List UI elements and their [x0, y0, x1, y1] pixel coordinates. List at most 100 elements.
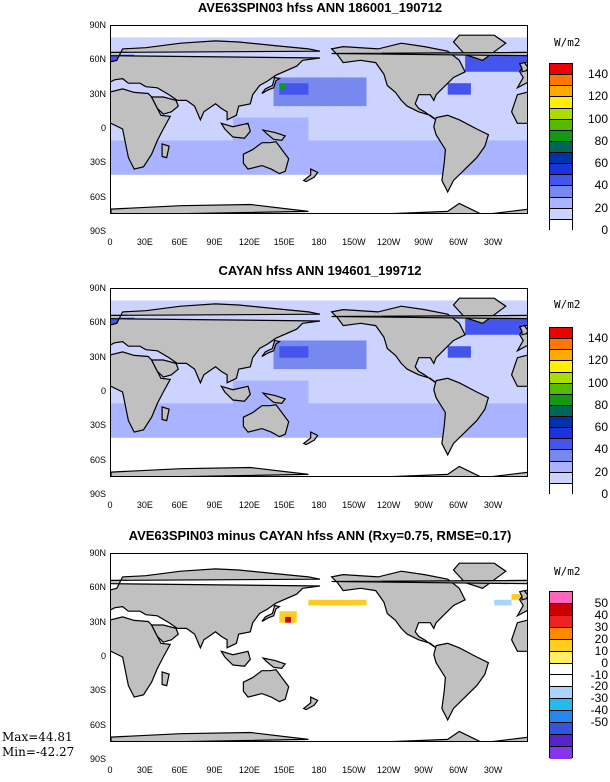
grid-cell [482, 117, 489, 124]
grid-cell [111, 403, 118, 410]
grid-cell [116, 346, 124, 353]
grid-cell [221, 163, 228, 170]
grid-cell [418, 174, 425, 181]
grid-cell [383, 437, 391, 444]
grid-cell [296, 363, 304, 370]
grid-cell [273, 454, 280, 462]
grid-cell [349, 426, 356, 433]
grid-cell [418, 26, 425, 33]
grid-cell [349, 380, 356, 387]
grid-cell [192, 37, 199, 44]
grid-cell [505, 357, 513, 364]
grid-cell [505, 106, 513, 113]
grid-cell [244, 106, 251, 113]
grid-cell [418, 454, 425, 462]
grid-cell [308, 397, 315, 404]
grid-cell [250, 289, 257, 296]
grid-cell [331, 449, 338, 456]
grid-cell [505, 420, 513, 427]
grid-cell [320, 106, 327, 113]
grid-cell [494, 426, 501, 433]
grid-cell [116, 197, 124, 204]
grid-cell [494, 123, 501, 130]
grid-cell [418, 191, 425, 199]
grid-cell [523, 409, 527, 416]
grid-cell [169, 386, 176, 393]
grid-cell [145, 203, 153, 210]
grid-cell [244, 26, 251, 33]
grid-cell [436, 180, 443, 187]
grid-cell [192, 174, 199, 181]
grid-cell [436, 163, 443, 170]
grid-cell [372, 403, 379, 410]
grid-cell [465, 454, 472, 462]
grid-cell [279, 403, 286, 410]
grid-cell [360, 83, 367, 90]
grid-cell [360, 129, 367, 136]
grid-cell [180, 300, 187, 307]
grid-cell [256, 140, 263, 147]
grid-cell [256, 460, 263, 467]
continent-shape [392, 202, 527, 213]
grid-cell [279, 94, 286, 101]
grid-cell [494, 94, 501, 101]
grid-cell [383, 203, 391, 210]
grid-cell [523, 146, 527, 153]
grid-cell [279, 129, 286, 136]
grid-cell [116, 420, 124, 427]
grid-cell [192, 443, 199, 450]
grid-cell [470, 88, 478, 96]
grid-cell [476, 197, 484, 204]
grid-cell [285, 397, 292, 404]
grid-cell [354, 134, 362, 141]
grid-cell [430, 26, 437, 33]
grid-cell [320, 134, 327, 141]
grid-cell [157, 151, 164, 159]
grid-cell [111, 43, 118, 50]
grid-cell [459, 94, 466, 101]
grid-cell [430, 437, 437, 444]
grid-cell [488, 397, 495, 404]
grid-cell [378, 306, 385, 313]
grid-cell [140, 449, 147, 456]
grid-cell [302, 449, 309, 456]
grid-cell [459, 323, 466, 330]
grid-cell [140, 346, 147, 353]
grid-cell [325, 420, 333, 427]
grid-cell [424, 300, 431, 307]
grid-cell [488, 117, 495, 124]
grid-cell [488, 420, 495, 427]
grid-cell [314, 289, 321, 296]
grid-cell [441, 197, 449, 204]
grid-cell [476, 66, 484, 73]
grid-cell [314, 94, 321, 101]
grid-cell [279, 100, 286, 107]
grid-cell [140, 197, 147, 204]
grid-cell [401, 374, 408, 382]
grid-cell [250, 123, 257, 130]
grid-cell [238, 26, 246, 33]
grid-cell [447, 83, 455, 90]
grid-cell [163, 449, 170, 456]
grid-cell [343, 466, 350, 473]
grid-cell [238, 174, 246, 181]
grid-cell [383, 426, 391, 433]
grid-cell [296, 454, 304, 462]
grid-cell [140, 180, 147, 187]
grid-cell [320, 414, 327, 422]
grid-cell [470, 180, 478, 187]
grid-cell [122, 37, 129, 44]
grid-cell [499, 397, 507, 404]
grid-cell [232, 289, 240, 296]
grid-cell [459, 289, 466, 296]
grid-cell [296, 157, 304, 164]
grid-cell [517, 432, 524, 439]
grid-cell [302, 432, 309, 439]
grid-cell [354, 363, 362, 370]
grid-cell [488, 100, 495, 107]
grid-cell [279, 26, 286, 33]
grid-cell [412, 432, 420, 439]
grid-cell [279, 88, 286, 96]
grid-cell [436, 169, 443, 176]
grid-cell [325, 123, 333, 130]
